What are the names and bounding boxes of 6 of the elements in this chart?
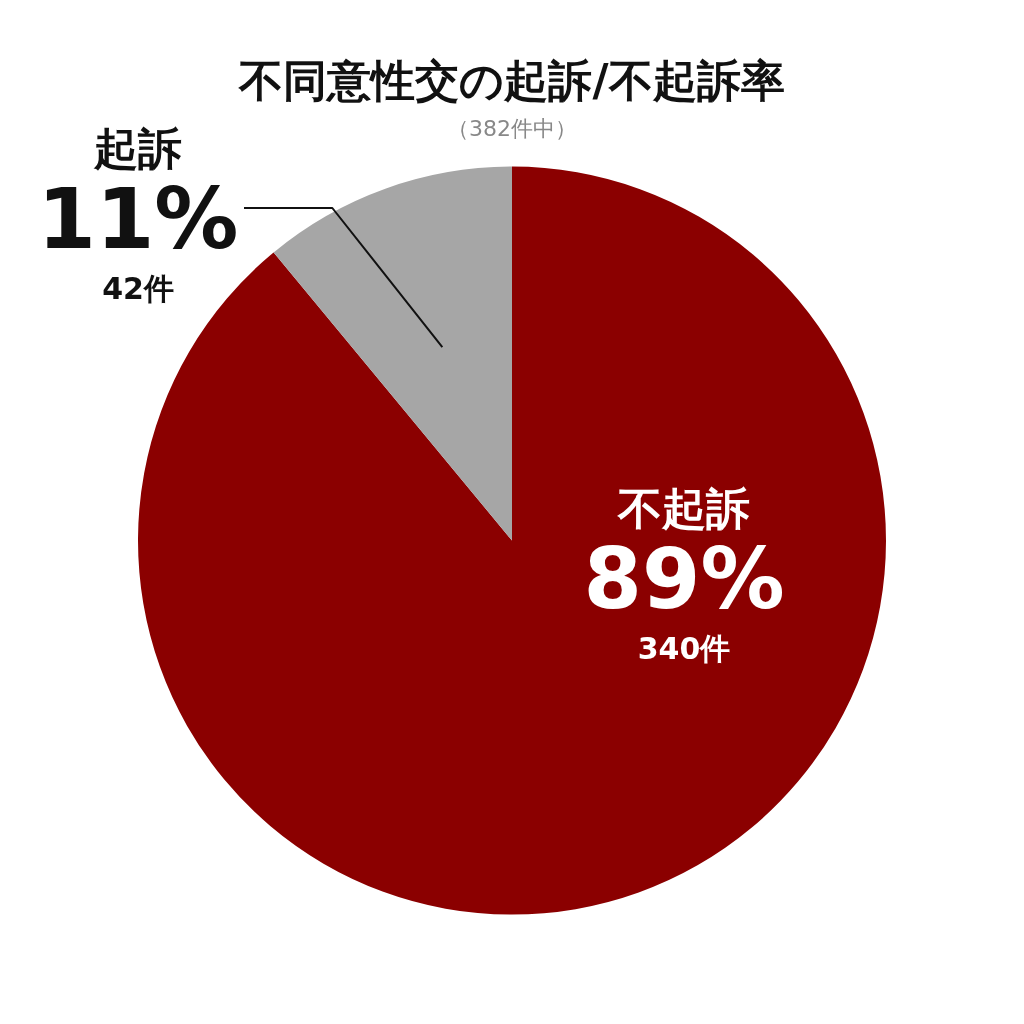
slice-label: 起訴	[93, 122, 182, 174]
chart-title: 不同意性交の起訴/不起訴率	[238, 54, 785, 106]
text: 42件	[102, 271, 174, 307]
chart-subtitle: （382件中）	[447, 115, 577, 141]
text: 340件	[637, 631, 731, 667]
slice-label: 不起訴	[617, 482, 751, 534]
